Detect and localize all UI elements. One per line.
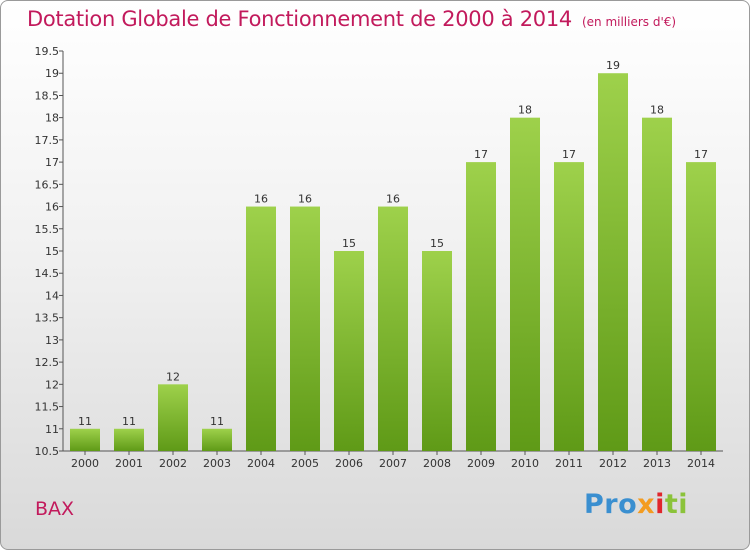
bar-2009 xyxy=(466,162,496,451)
y-tick-label: 12 xyxy=(45,378,59,391)
bar-2013 xyxy=(642,117,672,452)
x-tick-label: 2004 xyxy=(247,457,275,470)
bar-label-2001: 11 xyxy=(122,415,136,428)
x-tick-label: 2002 xyxy=(159,457,187,470)
chart-unit: (en milliers d'€) xyxy=(581,15,677,29)
bar-2006 xyxy=(334,251,364,451)
x-tick-label: 2007 xyxy=(379,457,407,470)
x-axis: 2000 2001 2002 2003 2004 2005 2006 2007 2008 2009… xyxy=(63,450,723,470)
bar-label-2010: 18 xyxy=(518,104,532,117)
x-tick-label: 2006 xyxy=(335,457,363,470)
y-tick-label: 16 xyxy=(45,201,59,214)
proxiti-logo: Proxiti xyxy=(584,489,689,520)
bar-2008 xyxy=(422,251,452,451)
y-tick-label: 18.5 xyxy=(35,89,60,102)
bar-labels: 11 11 12 11 16 16 15 16 15 17 18 17 19 18 17 xyxy=(78,59,708,428)
y-tick-label: 14.5 xyxy=(35,267,60,280)
y-tick-label: 15 xyxy=(45,245,59,258)
y-tick-label: 19.5 xyxy=(35,45,60,58)
y-tick-label: 17.5 xyxy=(35,134,60,147)
bar-label-2012: 19 xyxy=(606,59,620,72)
bar-label-2009: 17 xyxy=(474,148,488,161)
y-tick-label: 11.5 xyxy=(35,401,60,414)
x-tick-label: 2011 xyxy=(555,457,583,470)
y-tick-label: 13.5 xyxy=(35,312,60,325)
bar-2004 xyxy=(246,206,276,451)
bars xyxy=(70,73,716,452)
y-axis: 10.5 11 11.5 12 12.5 13 13.5 14 14.5 15 15.5 16 16.5… xyxy=(35,45,64,458)
bar-label-2002: 12 xyxy=(166,370,180,383)
bar-2002 xyxy=(158,384,188,451)
bar-2003 xyxy=(202,428,232,451)
x-tick-label: 2010 xyxy=(511,457,539,470)
commune-name: BAX xyxy=(35,498,75,520)
bar-label-2004: 16 xyxy=(254,193,268,206)
bar-label-2000: 11 xyxy=(78,415,92,428)
y-tick-label: 13 xyxy=(45,334,59,347)
y-tick-label: 14 xyxy=(45,289,59,302)
x-tick-label: 2014 xyxy=(687,457,715,470)
bar-label-2005: 16 xyxy=(298,193,312,206)
bar-label-2013: 18 xyxy=(650,104,664,117)
x-tick-label: 2005 xyxy=(291,457,319,470)
x-tick-label: 2001 xyxy=(115,457,143,470)
y-tick-label: 12.5 xyxy=(35,356,60,369)
bar-label-2008: 15 xyxy=(430,237,444,250)
y-tick-label: 17 xyxy=(45,156,59,169)
bar-2001 xyxy=(114,428,144,451)
y-tick-label: 11 xyxy=(45,423,59,436)
x-tick-label: 2003 xyxy=(203,457,231,470)
bar-label-2003: 11 xyxy=(210,415,224,428)
chart-title-text: Dotation Globale de Fonctionnement de 20… xyxy=(27,7,572,31)
y-tick-label: 15.5 xyxy=(35,223,60,236)
bar-2007 xyxy=(378,206,408,451)
x-tick-label: 2013 xyxy=(643,457,671,470)
bar-2005 xyxy=(290,206,320,451)
bar-2010 xyxy=(510,117,540,452)
bar-2011 xyxy=(554,162,584,451)
bar-2012 xyxy=(598,73,628,451)
chart-title: Dotation Globale de Fonctionnement de 20… xyxy=(27,7,676,31)
bar-label-2011: 17 xyxy=(562,148,576,161)
bar-label-2007: 16 xyxy=(386,193,400,206)
bar-label-2014: 17 xyxy=(694,148,708,161)
bar-2014 xyxy=(686,162,716,451)
bar-label-2006: 15 xyxy=(342,237,356,250)
y-tick-label: 10.5 xyxy=(35,445,60,458)
y-tick-label: 16.5 xyxy=(35,178,60,191)
y-tick-label: 18 xyxy=(45,112,59,125)
x-tick-label: 2000 xyxy=(71,457,99,470)
y-tick-label: 19 xyxy=(45,67,59,80)
x-tick-label: 2009 xyxy=(467,457,495,470)
bar-2000 xyxy=(70,428,100,451)
x-tick-label: 2008 xyxy=(423,457,451,470)
x-tick-label: 2012 xyxy=(599,457,627,470)
